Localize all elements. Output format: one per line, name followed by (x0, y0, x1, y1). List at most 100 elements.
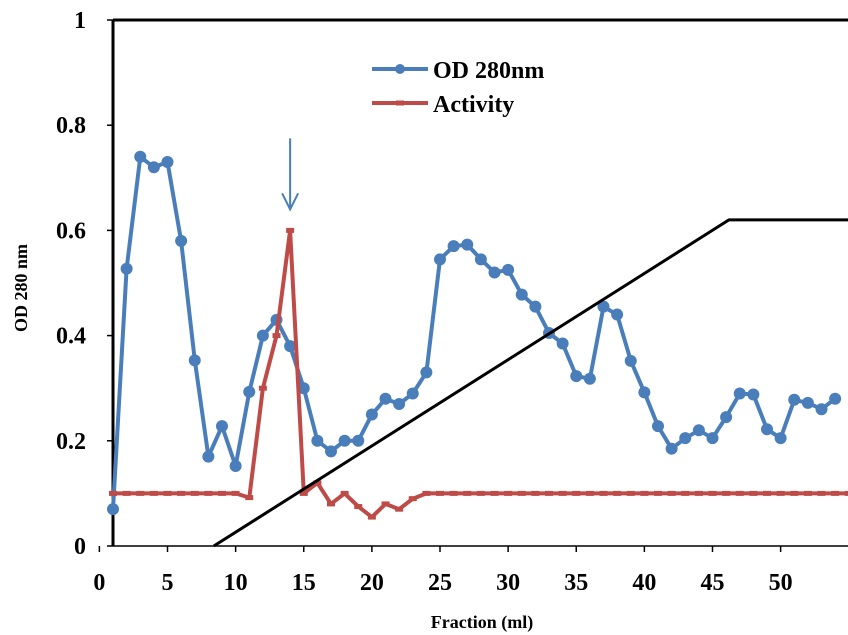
x-tick-label-9: 45 (701, 570, 725, 596)
point-activity-32 (545, 490, 553, 496)
point-activity-4 (163, 490, 172, 496)
point-activity-19 (367, 514, 376, 520)
point-od-280nm-42 (679, 432, 692, 445)
y-tick-label-0: 0 (74, 534, 86, 560)
point-od-280nm-35 (583, 372, 596, 385)
point-activity-48 (763, 490, 771, 496)
point-activity-50 (790, 490, 799, 496)
y-tick-label-3: 0.6 (56, 218, 86, 244)
point-activity-3 (149, 490, 158, 496)
point-od-280nm-15 (311, 434, 324, 447)
point-activity-18 (354, 504, 363, 510)
point-od-280nm-24 (434, 253, 446, 266)
point-od-280nm-49 (774, 432, 787, 445)
point-od-280nm-28 (488, 266, 501, 279)
point-od-280nm-18 (352, 434, 365, 447)
point-activity-6 (190, 490, 199, 496)
y-tick-label-5: 1 (74, 8, 86, 34)
series-line-activity (113, 228, 848, 520)
y-tick-label-2: 0.4 (56, 324, 86, 350)
x-tick-label-10: 50 (769, 570, 793, 596)
point-activity-9 (231, 490, 240, 496)
point-activity-1 (122, 490, 131, 496)
point-activity-40 (654, 490, 662, 496)
point-activity-13 (286, 227, 295, 233)
point-od-280nm-6 (188, 354, 201, 367)
point-activity-39 (640, 490, 649, 496)
x-ticks: 0 5 10 15 20 25 30 35 40 45 50 (93, 546, 793, 596)
point-activity-25 (449, 490, 458, 496)
point-od-280nm-40 (652, 420, 664, 433)
point-od-280nm-51 (801, 396, 814, 409)
series-line-gradient (212, 218, 848, 548)
point-od-280nm-19 (365, 408, 378, 421)
point-activity-28 (490, 490, 499, 496)
point-activity-27 (476, 490, 485, 496)
point-activity-52 (817, 490, 826, 496)
point-activity-41 (667, 490, 676, 496)
point-od-280nm-39 (638, 386, 651, 399)
point-activity-8 (218, 490, 226, 496)
point-od-280nm-5 (175, 234, 188, 247)
x-tick-label-4: 20 (360, 570, 384, 596)
y-tick-label-4: 0.8 (56, 113, 86, 139)
x-tick-label-7: 35 (564, 570, 588, 596)
legend: OD 280nm Activity (372, 58, 544, 118)
point-activity-37 (613, 490, 622, 496)
legend-marker-od280 (395, 64, 405, 74)
legend-label-od280: OD 280nm (433, 58, 544, 84)
point-activity-21 (395, 506, 404, 512)
point-od-280nm-37 (611, 308, 624, 321)
point-od-280nm-23 (420, 366, 433, 379)
point-od-280nm-48 (761, 423, 773, 436)
point-activity-11 (258, 385, 267, 391)
x-tick-label-6: 30 (496, 570, 520, 596)
point-activity-33 (558, 490, 567, 496)
point-od-280nm-1 (120, 262, 133, 275)
point-od-280nm-25 (447, 240, 460, 253)
point-od-280nm-27 (474, 253, 487, 266)
point-od-280nm-20 (379, 392, 392, 405)
point-activity-17 (340, 490, 349, 496)
y-axis-title: OD 280 nm (11, 244, 31, 332)
point-od-280nm-0 (107, 503, 119, 516)
point-od-280nm-22 (406, 387, 419, 400)
point-od-280nm-38 (624, 354, 637, 367)
point-od-280nm-30 (515, 288, 528, 301)
point-activity-34 (572, 490, 581, 496)
point-activity-43 (694, 490, 703, 496)
point-activity-23 (422, 490, 431, 496)
point-activity-26 (463, 490, 472, 496)
legend-marker-activity (396, 100, 404, 106)
x-tick-label-0: 0 (93, 570, 105, 596)
point-od-280nm-11 (256, 329, 269, 342)
point-od-280nm-16 (325, 445, 337, 458)
point-od-280nm-4 (161, 156, 174, 169)
point-od-280nm-43 (692, 424, 705, 437)
point-activity-44 (708, 490, 717, 496)
legend-label-activity: Activity (433, 92, 514, 118)
point-activity-45 (722, 490, 731, 496)
point-activity-12 (272, 333, 281, 339)
point-od-280nm-52 (815, 403, 828, 416)
point-od-280nm-33 (556, 337, 569, 350)
point-activity-10 (245, 495, 254, 501)
point-activity-49 (776, 490, 785, 496)
point-activity-38 (626, 490, 635, 496)
y-ticks: 0 0.2 0.4 0.6 0.8 1 (56, 8, 113, 560)
point-od-280nm-17 (338, 434, 351, 447)
point-od-280nm-26 (461, 238, 474, 251)
point-od-280nm-34 (570, 370, 583, 383)
point-activity-47 (749, 490, 758, 496)
point-od-280nm-41 (665, 442, 678, 455)
point-activity-29 (504, 490, 513, 496)
x-tick-label-3: 15 (292, 570, 316, 596)
point-od-280nm-45 (720, 411, 733, 424)
y-tick-label-1: 0.2 (56, 429, 86, 455)
point-activity-0 (109, 490, 117, 496)
point-od-280nm-2 (134, 150, 147, 163)
point-od-280nm-53 (829, 392, 842, 405)
x-tick-label-2: 10 (224, 570, 248, 596)
point-od-280nm-50 (788, 393, 801, 406)
point-activity-30 (517, 490, 526, 496)
